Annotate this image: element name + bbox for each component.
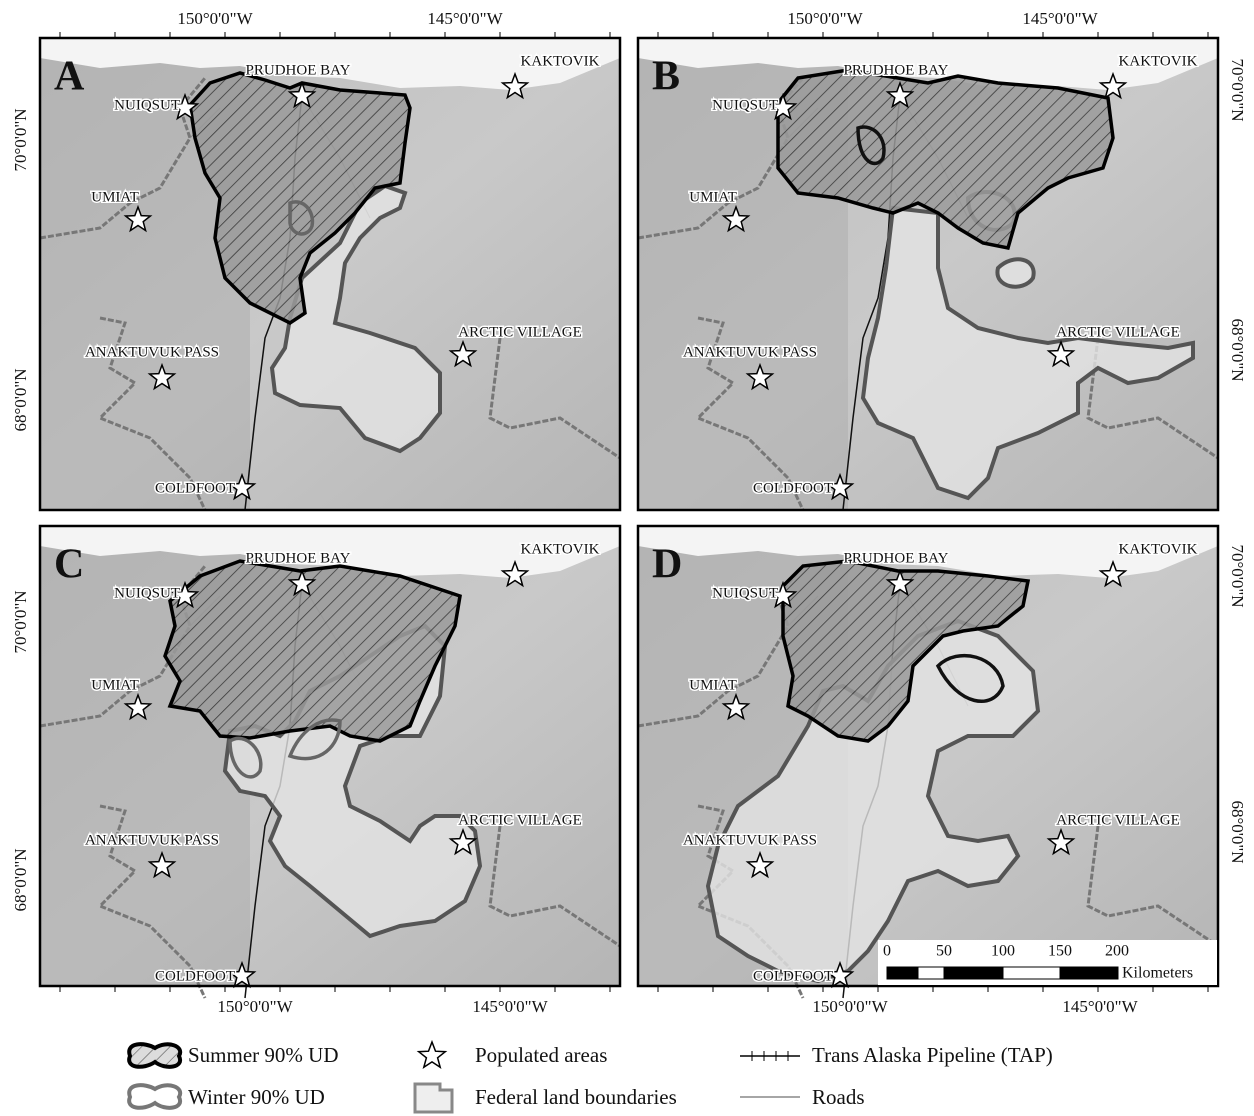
place-name: COLDFOOT	[753, 480, 833, 496]
place-name: ANAKTUVUK PASS	[85, 832, 219, 848]
scale-segment	[887, 967, 918, 979]
place-name: UMIAT	[91, 677, 139, 693]
legend-summer-icon	[129, 1044, 180, 1067]
legend-label: Summer 90% UD	[188, 1043, 339, 1067]
latitude-label: 70°0'0"N	[1228, 58, 1247, 121]
place-name: ARCTIC VILLAGE	[458, 324, 581, 340]
latitude-label: 68°0'0"N	[11, 848, 30, 911]
place-name: NUIQSUT	[712, 97, 778, 113]
scale-segment	[1060, 967, 1118, 979]
place-name: ANAKTUVUK PASS	[85, 344, 219, 360]
scale-unit: Kilometers	[1122, 965, 1193, 982]
place-name: COLDFOOT	[155, 968, 235, 984]
place-name: ARCTIC VILLAGE	[458, 812, 581, 828]
latitude-label: 70°0'0"N	[11, 590, 30, 653]
legend: Summer 90% UD Populated areas Trans Alaska…	[129, 1042, 1053, 1112]
place-name: KAKTOVIK	[1119, 53, 1198, 69]
winter-ud	[997, 259, 1033, 286]
place-name: ARCTIC VILLAGE	[1056, 324, 1179, 340]
scale-tick-label: 100	[991, 943, 1015, 960]
longitude-label: 150°0'0"W	[177, 9, 253, 28]
legend-label: Roads	[812, 1085, 865, 1109]
scale-segment	[1003, 967, 1060, 979]
place-name: KAKTOVIK	[1119, 541, 1198, 557]
place-name: COLDFOOT	[753, 968, 833, 984]
place-name: NUIQSUT	[114, 97, 180, 113]
scale-bar: 0 50 100 150 200 Kilometers	[878, 940, 1217, 985]
longitude-label: 145°0'0"W	[1062, 997, 1138, 1016]
scale-tick-label: 150	[1048, 943, 1072, 960]
legend-label: Federal land boundaries	[475, 1085, 677, 1109]
place-name: PRUDHOE BAY	[844, 62, 949, 78]
place-name: COLDFOOT	[155, 480, 235, 496]
place-name: KAKTOVIK	[521, 541, 600, 557]
panel-label: B	[652, 54, 680, 100]
place-name: KAKTOVIK	[521, 53, 600, 69]
legend-label: Trans Alaska Pipeline (TAP)	[812, 1043, 1053, 1067]
place-name: NUIQSUT	[712, 585, 778, 601]
scale-segment	[944, 967, 1003, 979]
place-name: UMIAT	[689, 189, 737, 205]
legend-federal-icon	[415, 1084, 452, 1112]
scale-tick-label: 200	[1105, 943, 1129, 960]
map-panel: B NUIQSUT PRUDHOE BAY KAKTOVIK UMIAT ANAKTUVU…	[638, 9, 1247, 510]
panel-label: D	[652, 542, 682, 588]
legend-winter-icon	[129, 1085, 180, 1108]
place-name: UMIAT	[91, 189, 139, 205]
longitude-label: 145°0'0"W	[1022, 9, 1098, 28]
map-panel: C NUIQSUT PRUDHOE BAY KAKTOVIK UMIAT ANAKTUVU…	[11, 526, 620, 1016]
scale-tick-label: 50	[936, 943, 952, 960]
legend-label: Winter 90% UD	[188, 1085, 325, 1109]
latitude-label: 68°0'0"N	[11, 368, 30, 431]
longitude-label: 145°0'0"W	[427, 9, 503, 28]
scale-segment	[918, 967, 944, 979]
place-name: PRUDHOE BAY	[844, 550, 949, 566]
place-name: UMIAT	[689, 677, 737, 693]
scale-tick-label: 0	[883, 943, 891, 960]
place-name: NUIQSUT	[114, 585, 180, 601]
longitude-label: 150°0'0"W	[787, 9, 863, 28]
longitude-label: 145°0'0"W	[472, 997, 548, 1016]
place-name: ANAKTUVUK PASS	[683, 832, 817, 848]
place-name: PRUDHOE BAY	[246, 550, 351, 566]
place-name: PRUDHOE BAY	[246, 62, 351, 78]
figure: A NUIQSUT PRUDHOE BAY KAKTOVIK UMIAT ANAKTUVU…	[0, 0, 1254, 1116]
legend-label: Populated areas	[475, 1043, 607, 1067]
place-name: ANAKTUVUK PASS	[683, 344, 817, 360]
latitude-label: 70°0'0"N	[1228, 544, 1247, 607]
place-name: ARCTIC VILLAGE	[1056, 812, 1179, 828]
latitude-label: 70°0'0"N	[11, 108, 30, 171]
panel-label: C	[54, 542, 84, 588]
latitude-label: 68°0'0"N	[1228, 318, 1247, 381]
longitude-label: 150°0'0"W	[812, 997, 888, 1016]
map-panel: A NUIQSUT PRUDHOE BAY KAKTOVIK UMIAT ANAKTUVU…	[11, 9, 620, 510]
longitude-label: 150°0'0"W	[217, 997, 293, 1016]
panel-label: A	[54, 54, 85, 100]
latitude-label: 68°0'0"N	[1228, 800, 1247, 863]
summer-ud	[165, 561, 460, 741]
legend-star-icon	[419, 1042, 446, 1067]
